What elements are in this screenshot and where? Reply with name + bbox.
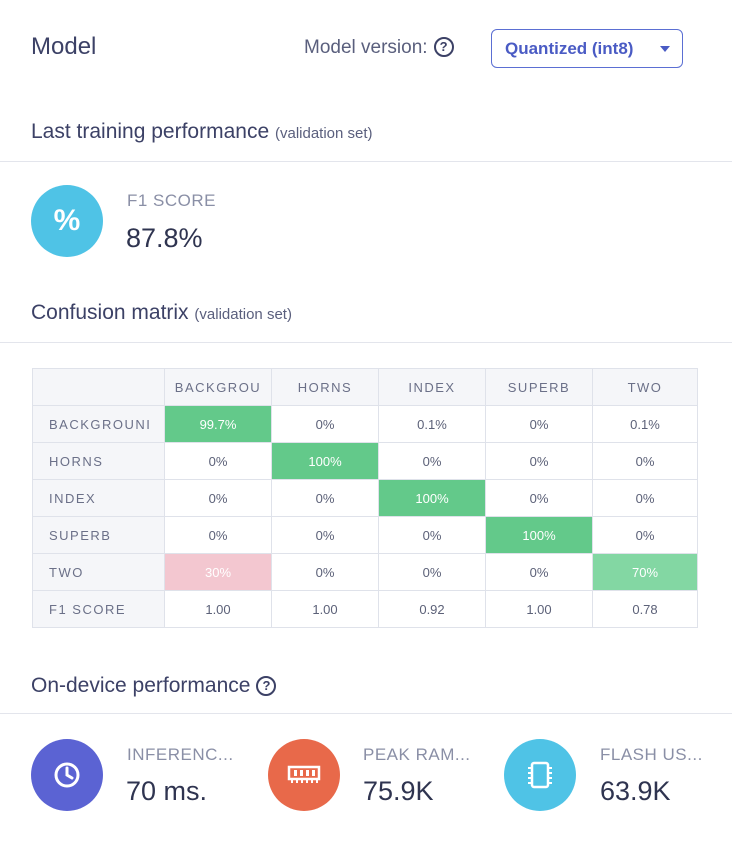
divider <box>0 161 732 162</box>
row-header: HORNS <box>32 442 165 480</box>
peak-ram-label: PEAK RAM... <box>363 745 471 764</box>
matrix-cell: 0% <box>271 479 379 517</box>
matrix-cell: 0% <box>592 479 698 517</box>
f1-cell: 0.92 <box>378 590 486 628</box>
matrix-cell: 0.1% <box>592 405 698 443</box>
f1-cell: 1.00 <box>271 590 379 628</box>
matrix-cell: 0% <box>378 442 486 480</box>
table-row: INDEX 0% 0% 100% 0% 0% <box>32 479 698 517</box>
inference-value: 70 ms. <box>126 776 208 806</box>
matrix-cell: 0% <box>378 516 486 554</box>
table-row: HORNS 0% 100% 0% 0% 0% <box>32 442 698 480</box>
matrix-cell: 70% <box>592 553 698 591</box>
matrix-cell: 0% <box>485 405 593 443</box>
column-header: SUPERB <box>485 368 593 406</box>
matrix-cell: 100% <box>378 479 486 517</box>
peak-ram-value: 75.9K <box>363 776 434 806</box>
training-section-title: Last training performance (validation se… <box>31 120 373 144</box>
training-subtitle: (validation set) <box>274 125 373 142</box>
column-header: HORNS <box>271 368 379 406</box>
chip-icon <box>504 739 576 811</box>
model-version-select[interactable]: Quantized (int8) <box>491 29 683 68</box>
table-corner-cell <box>32 368 165 406</box>
f1-score-value: 87.8% <box>126 223 203 253</box>
column-header: TWO <box>592 368 698 406</box>
matrix-cell: 0% <box>485 479 593 517</box>
matrix-cell: 0% <box>271 553 379 591</box>
f1-score-label: F1 SCORE <box>127 191 217 210</box>
flash-usage-value: 63.9K <box>600 776 671 806</box>
model-version-label: Model version:? <box>304 37 454 59</box>
row-header: SUPERB <box>32 516 165 554</box>
matrix-cell: 0% <box>592 442 698 480</box>
inference-label: INFERENC... <box>127 745 234 764</box>
help-icon[interactable]: ? <box>256 676 277 696</box>
percent-icon: % <box>31 185 103 257</box>
matrix-cell: 0% <box>271 405 379 443</box>
matrix-cell: 0% <box>164 442 272 480</box>
table-row: F1 SCORE 1.00 1.00 0.92 1.00 0.78 <box>32 590 698 628</box>
model-version-value: Quantized (int8) <box>505 39 634 58</box>
row-header: F1 SCORE <box>32 590 165 628</box>
page-title: Model <box>31 33 97 60</box>
matrix-cell: 0% <box>485 442 593 480</box>
confusion-matrix-table: BACKGROU HORNS INDEX SUPERB TWO BACKGROU… <box>32 368 698 628</box>
device-title: On-device performance <box>31 674 251 697</box>
row-header: TWO <box>32 553 165 591</box>
matrix-cell: 30% <box>164 553 272 591</box>
model-version-text: Model version: <box>304 37 428 58</box>
table-row: SUPERB 0% 0% 0% 100% 0% <box>32 516 698 554</box>
model-header: Model Model version:? Quantized (int8) <box>0 0 732 100</box>
matrix-cell: 0% <box>164 516 272 554</box>
percent-symbol: % <box>53 204 81 237</box>
divider <box>0 342 732 343</box>
table-header-row: BACKGROU HORNS INDEX SUPERB TWO <box>32 368 698 406</box>
matrix-cell: 0% <box>485 553 593 591</box>
f1-cell: 1.00 <box>164 590 272 628</box>
flash-usage-label: FLASH US... <box>600 745 703 764</box>
confusion-subtitle: (validation set) <box>194 306 292 323</box>
row-header: INDEX <box>32 479 165 517</box>
table-row: BACKGROUNI 99.7% 0% 0.1% 0% 0.1% <box>32 405 698 443</box>
training-title: Last training performance <box>31 120 270 143</box>
table-row: TWO 30% 0% 0% 0% 70% <box>32 553 698 591</box>
matrix-cell: 100% <box>271 442 379 480</box>
f1-cell: 0.78 <box>592 590 698 628</box>
chevron-down-icon <box>660 46 670 52</box>
row-header: BACKGROUNI <box>32 405 165 443</box>
column-header: INDEX <box>378 368 486 406</box>
divider <box>0 713 732 714</box>
matrix-cell: 0% <box>271 516 379 554</box>
matrix-cell: 99.7% <box>164 405 272 443</box>
f1-cell: 1.00 <box>485 590 593 628</box>
matrix-cell: 0% <box>378 553 486 591</box>
column-header: BACKGROU <box>164 368 272 406</box>
confusion-section-title: Confusion matrix (validation set) <box>31 301 292 325</box>
matrix-cell: 0% <box>164 479 272 517</box>
help-icon[interactable]: ? <box>433 37 454 57</box>
matrix-cell: 100% <box>485 516 593 554</box>
clock-icon <box>31 739 103 811</box>
matrix-cell: 0.1% <box>378 405 486 443</box>
ram-icon <box>268 739 340 811</box>
matrix-cell: 0% <box>592 516 698 554</box>
device-section-title: On-device performance? <box>31 674 277 698</box>
confusion-title: Confusion matrix <box>31 301 189 324</box>
